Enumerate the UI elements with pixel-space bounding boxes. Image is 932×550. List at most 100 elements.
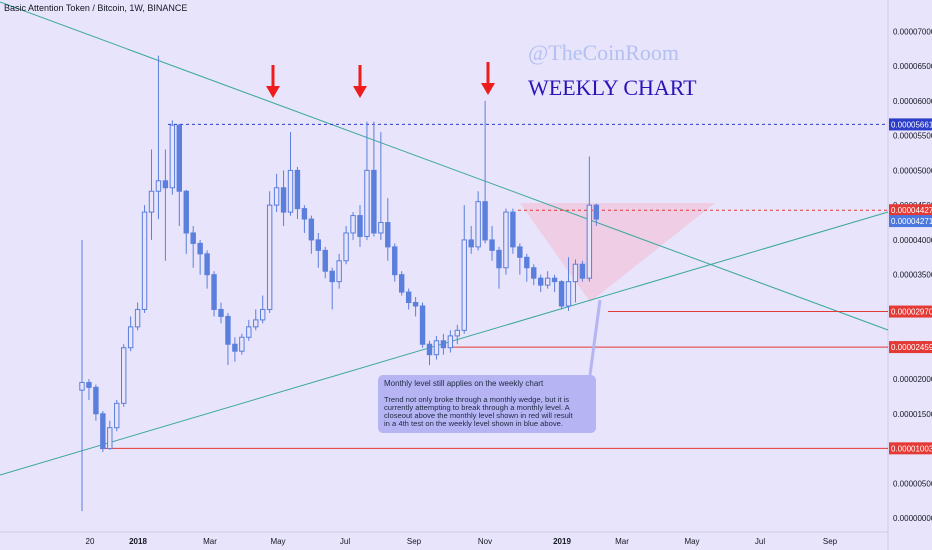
candle-body [475,201,481,248]
candle [204,250,210,289]
candle-body [572,263,579,283]
candle [246,319,252,341]
time-tick-label: Mar [203,537,217,546]
candle [558,280,565,310]
level-price-tag: 0.00004427 [891,206,932,215]
candle [343,226,349,265]
candle-body [510,211,516,248]
candle-body [565,281,572,307]
candle [86,379,92,400]
level-price-tag: 0.00002970 [891,308,932,317]
candle-body [86,381,92,388]
candle [225,312,231,366]
candle-body [440,340,447,349]
candle-body [350,215,356,234]
candle [482,100,488,244]
candle-body [308,218,315,241]
candle [538,274,544,293]
red-arrow-3 [481,62,495,95]
candle-body [197,242,203,255]
price-tick-label: 0.00006500 [893,62,932,71]
candle [315,232,322,268]
candle [121,344,127,407]
candle-body [385,222,391,248]
candle-body [496,249,502,269]
candle [503,208,509,275]
level-price-tag-bg [889,442,932,455]
candle-body [433,340,440,356]
red-arrow-2 [353,65,367,98]
candle-body [246,326,252,338]
candle [475,191,481,251]
candle [127,316,134,352]
price-tick-label: 0.00007000 [893,27,932,36]
note-title: Monthly level still applies on the weekl… [384,379,544,388]
candle-body [461,239,467,331]
candle-body [357,215,363,237]
candle [169,120,176,195]
time-tick-label: 2018 [129,537,147,546]
candle [419,302,426,348]
candle [544,271,551,289]
candle [524,253,530,282]
candle-body [593,204,599,220]
candle-body [93,386,99,415]
candle [107,420,113,450]
price-tick-label: 0.00003500 [893,271,932,280]
candle [385,198,391,261]
note-connector [588,299,602,376]
candle-body [399,274,405,293]
candle-body [301,208,308,220]
candle-body [419,305,426,345]
last-price-tag: 0.00004271 [891,217,932,226]
candle-body [204,253,210,276]
candle-body [322,249,328,272]
time-axis-ticks: 20 2018 Mar May Jul Sep Nov 2019 Mar May Jul Sep [86,537,838,546]
time-tick-label: Nov [478,537,492,546]
candle-body [503,211,509,269]
candle [447,330,454,353]
candle-body [232,343,238,352]
wedge-pattern [520,203,715,302]
candle [433,335,440,360]
candle [211,271,217,317]
note-line-4: in a 4th test on the weekly level shown … [384,419,563,428]
candle-body [538,277,544,286]
candle [134,302,141,331]
level-price-tag: 0.00001003 [891,444,932,453]
candle [489,226,495,261]
candle-body [176,124,183,192]
candle-body [454,329,461,337]
level-price-tag: 0.00002459 [891,343,932,352]
note-line-1: Trend not only broke through a monthly w… [384,395,569,404]
descending-trendline [0,1,889,331]
price-tick-label: 0.00004000 [893,236,932,245]
candle [496,246,502,289]
candle-body [225,315,231,345]
candle-body [148,190,155,213]
candle [100,410,106,453]
candle [308,215,315,254]
candle [183,189,189,254]
candle-body [280,187,287,213]
candle-body [79,381,85,391]
candle [301,205,308,233]
candle-body [371,169,377,234]
candle-body [211,274,217,310]
candles [79,55,599,512]
candle-body [155,180,162,192]
price-tick-label: 0.00005500 [893,132,932,141]
candle-body [294,169,301,210]
candle [260,295,266,324]
candle-body [579,263,586,279]
candle [565,257,572,311]
candle [468,226,474,254]
candle-body [531,267,537,279]
candle-body [114,402,120,429]
candle [155,55,162,220]
candle-body [134,308,141,328]
candle-body [544,277,551,286]
candle-body [266,204,273,310]
candle [440,333,447,355]
